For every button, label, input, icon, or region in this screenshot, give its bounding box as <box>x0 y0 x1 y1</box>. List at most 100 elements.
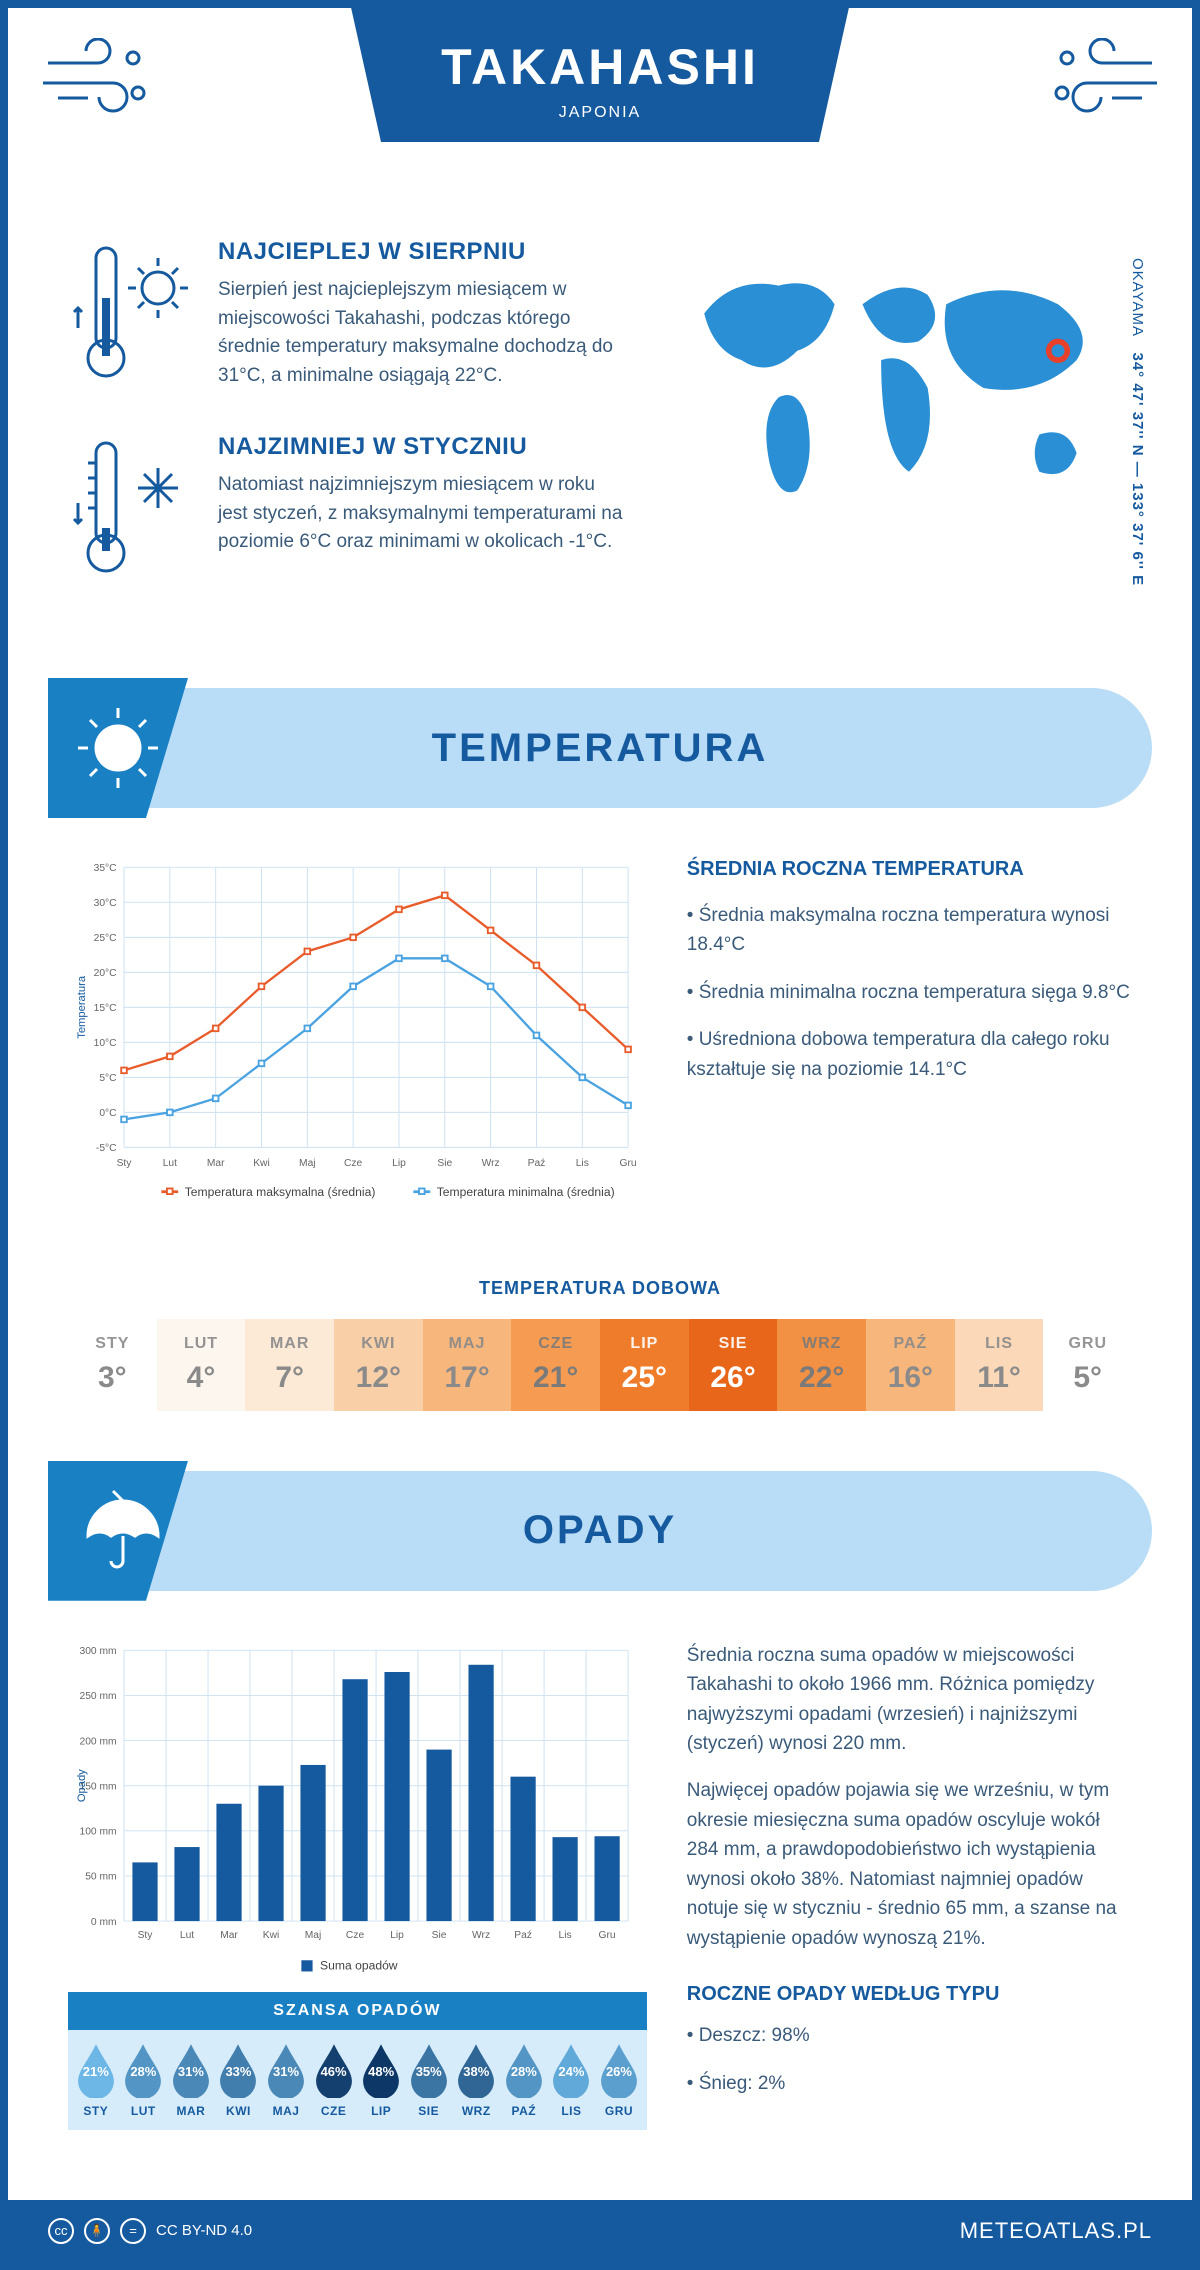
svg-text:Lut: Lut <box>163 1158 177 1169</box>
svg-text:0°C: 0°C <box>99 1108 117 1119</box>
svg-text:Sie: Sie <box>437 1158 452 1169</box>
daily-temp-cell: SIE26° <box>689 1319 778 1411</box>
raindrop-icon: 46% <box>311 2042 357 2098</box>
svg-text:Gru: Gru <box>599 1930 616 1941</box>
month-label: MAJ <box>423 1335 512 1353</box>
temp-value: 25° <box>600 1361 689 1395</box>
svg-text:Mar: Mar <box>220 1930 238 1941</box>
svg-text:200 mm: 200 mm <box>80 1736 117 1747</box>
precip-type-title: ROCZNE OPADY WEDŁUG TYPU <box>687 1983 1132 2006</box>
svg-text:Lis: Lis <box>576 1158 589 1169</box>
svg-text:Maj: Maj <box>305 1930 322 1941</box>
wind-icon <box>1042 38 1162 123</box>
svg-text:Temperatura maksymalna (średni: Temperatura maksymalna (średnia) <box>185 1185 376 1199</box>
raindrop-icon: 21% <box>73 2042 119 2098</box>
month-label: GRU <box>595 2104 643 2118</box>
month-label: KWI <box>334 1335 423 1353</box>
daily-temp-title: TEMPERATURA DOBOWA <box>68 1278 1132 1299</box>
rain-chance-value: 33% <box>225 2064 251 2079</box>
month-label: PAŹ <box>500 2104 548 2118</box>
daily-temp-cell: GRU5° <box>1043 1319 1132 1411</box>
month-label: LUT <box>157 1335 246 1353</box>
rain-chance-value: 31% <box>273 2064 299 2079</box>
svg-text:5°C: 5°C <box>99 1073 117 1084</box>
svg-text:250 mm: 250 mm <box>80 1691 117 1702</box>
rain-chance-cell: 26% GRU <box>595 2042 643 2118</box>
month-label: MAR <box>245 1335 334 1353</box>
temp-value: 3° <box>68 1361 157 1395</box>
svg-text:Cze: Cze <box>346 1930 365 1941</box>
daily-temp-cell: LIP25° <box>600 1319 689 1411</box>
svg-text:10°C: 10°C <box>94 1038 118 1049</box>
temperature-section-title: TEMPERATURA <box>432 726 769 771</box>
wind-icon <box>38 38 158 123</box>
month-label: CZE <box>511 1335 600 1353</box>
svg-text:25°C: 25°C <box>94 933 118 944</box>
daily-temp-cell: WRZ22° <box>777 1319 866 1411</box>
svg-text:Kwi: Kwi <box>253 1158 270 1169</box>
rain-chance-cell: 31% MAJ <box>262 2042 310 2118</box>
svg-text:35°C: 35°C <box>94 863 118 874</box>
precipitation-section-title: OPADY <box>523 1508 677 1553</box>
precip-type-bullet: • Śnieg: 2% <box>687 2069 1132 2098</box>
raindrop-icon: 24% <box>548 2042 594 2098</box>
license-block: cc 🧍 = CC BY-ND 4.0 <box>48 2218 252 2244</box>
rain-chance-value: 46% <box>321 2064 347 2079</box>
header: TAKAHASHI JAPONIA <box>8 8 1192 208</box>
daily-temp-cell: KWI 12° <box>334 1319 423 1411</box>
raindrop-icon: 28% <box>501 2042 547 2098</box>
month-label: LUT <box>120 2104 168 2118</box>
rain-chance-value: 35% <box>416 2064 442 2079</box>
temp-bullet: • Średnia maksymalna roczna temperatura … <box>687 901 1132 960</box>
svg-text:Sty: Sty <box>138 1930 154 1941</box>
coordinates-label: OKAYAMA 34° 47' 37'' N — 133° 37' 6'' E <box>1129 258 1146 586</box>
month-label: LIS <box>548 2104 596 2118</box>
svg-text:Gru: Gru <box>620 1158 637 1169</box>
temp-value: 17° <box>423 1361 512 1395</box>
daily-temp-cell: MAR 7° <box>245 1319 334 1411</box>
month-label: WRZ <box>453 2104 501 2118</box>
svg-text:Cze: Cze <box>344 1158 363 1169</box>
rain-chance-value: 48% <box>368 2064 394 2079</box>
svg-text:300 mm: 300 mm <box>80 1646 117 1657</box>
month-label: SIE <box>405 2104 453 2118</box>
temperature-body: -5°C0°C5°C10°C15°C20°C25°C30°C35°CStyLut… <box>8 808 1192 1248</box>
temp-value: 4° <box>157 1361 246 1395</box>
svg-text:Sie: Sie <box>432 1930 447 1941</box>
daily-temp-cell: PAŹ 16° <box>866 1319 955 1411</box>
month-label: PAŹ <box>866 1335 955 1353</box>
country-subtitle: JAPONIA <box>441 104 759 122</box>
rain-chance-value: 28% <box>130 2064 156 2079</box>
license-text: CC BY-ND 4.0 <box>156 2222 252 2239</box>
temp-value: 12° <box>334 1361 423 1395</box>
temp-value: 21° <box>511 1361 600 1395</box>
raindrop-icon: 31% <box>263 2042 309 2098</box>
svg-text:Wrz: Wrz <box>482 1158 500 1169</box>
rain-chance-cell: 21% STY <box>72 2042 120 2118</box>
month-label: LIS <box>955 1335 1044 1353</box>
temperature-summary: ŚREDNIA ROCZNA TEMPERATURA • Średnia mak… <box>687 858 1132 1218</box>
daily-temp-cell: STY3° <box>68 1319 157 1411</box>
month-label: LIP <box>357 2104 405 2118</box>
warmest-block: NAJCIEPLEJ W SIERPNIU Sierpień jest najc… <box>68 238 627 393</box>
precipitation-banner: OPADY <box>48 1471 1152 1591</box>
svg-text:Temperatura: Temperatura <box>76 975 88 1039</box>
thermometer-hot-icon <box>68 238 198 393</box>
rain-chance-value: 24% <box>558 2064 584 2079</box>
raindrop-icon: 26% <box>596 2042 642 2098</box>
temp-value: 16° <box>866 1361 955 1395</box>
precipitation-body: 0 mm50 mm100 mm150 mm200 mm250 mm300 mmS… <box>8 1591 1192 2160</box>
temp-value: 7° <box>245 1361 334 1395</box>
rain-chance-value: 26% <box>606 2064 632 2079</box>
precipitation-chart-column: 0 mm50 mm100 mm150 mm200 mm250 mm300 mmS… <box>68 1641 647 2130</box>
thermometer-cold-icon <box>68 433 198 588</box>
coldest-text: Natomiast najzimniejszym miesiącem w rok… <box>218 471 627 557</box>
temp-summary-title: ŚREDNIA ROCZNA TEMPERATURA <box>687 858 1132 881</box>
rain-chance-cell: 35% SIE <box>405 2042 453 2118</box>
warmest-text: Sierpień jest najcieplejszym miesiącem w… <box>218 276 627 390</box>
svg-text:Temperatura minimalna (średnia: Temperatura minimalna (średnia) <box>437 1185 615 1199</box>
svg-text:0 mm: 0 mm <box>91 1917 117 1928</box>
raindrop-icon: 33% <box>215 2042 261 2098</box>
svg-text:Paź: Paź <box>528 1158 546 1169</box>
temp-bullet: • Średnia minimalna roczna temperatura s… <box>687 978 1132 1007</box>
